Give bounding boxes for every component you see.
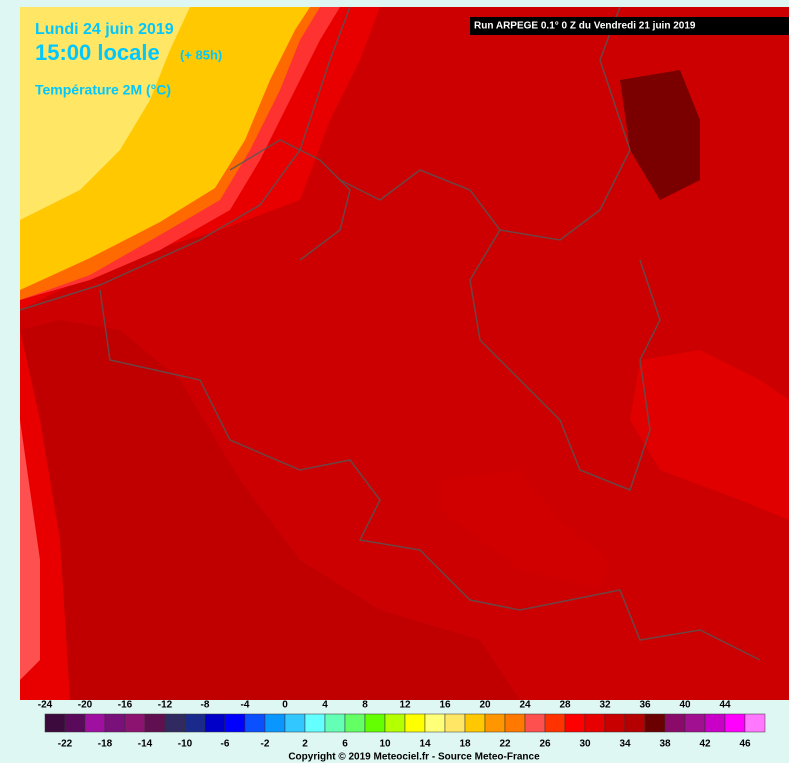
legend-swatch [384,713,406,733]
legend-label: 42 [699,739,711,750]
legend-label: -16 [118,700,133,711]
legend-label: 14 [419,739,431,750]
legend-swatch [604,713,626,733]
legend-label: 2 [302,739,308,750]
legend-swatch [44,713,66,733]
zone-pink-left [20,420,40,680]
legend-swatch [504,713,526,733]
variable: Température 2M (°C) [35,82,171,98]
legend-label: -6 [221,739,230,750]
legend-swatch [224,713,246,733]
legend-label: -8 [201,700,210,711]
legend-swatch [344,713,366,733]
legend-label: 10 [379,739,391,750]
legend-swatch [664,713,686,733]
legend-swatch [584,713,606,733]
time: 15:00 locale [35,40,160,65]
legend-label: 4 [322,700,328,711]
legend-swatch [104,713,126,733]
legend-swatch [84,713,106,733]
legend-label: 28 [559,700,571,711]
legend-swatch [444,713,466,733]
legend-swatch [424,713,446,733]
legend-swatch [64,713,86,733]
legend-label: 34 [619,739,631,750]
legend-swatch [464,713,486,733]
legend-label: -20 [78,700,93,711]
map [19,6,789,700]
zone-light-yellow [20,7,190,220]
coastline [19,6,351,311]
legend-swatch [244,713,266,733]
legend: -24-22-20-18-16-14-12-10-8-6-4-202468101… [38,700,766,750]
legend-swatch [644,713,666,733]
border [99,289,761,661]
legend-swatch [744,713,766,733]
legend-swatch [324,713,346,733]
legend-swatch [684,713,706,733]
legend-label: -14 [138,739,153,750]
legend-label: 0 [282,700,288,711]
legend-swatch [524,713,546,733]
legend-swatch [364,713,386,733]
date: Lundi 24 juin 2019 [35,21,174,38]
legend-label: -18 [98,739,113,750]
legend-label: 44 [719,700,731,711]
legend-swatch [184,713,206,733]
legend-swatch [724,713,746,733]
legend-label: 26 [539,739,551,750]
legend-swatch [124,713,146,733]
run: Run ARPEGE 0.1° 0 Z du Vendredi 21 juin … [474,21,696,32]
zone-red-south [440,470,610,590]
legend-swatch [304,713,326,733]
border [469,229,661,491]
legend-label: 8 [362,700,368,711]
zone-red-east [630,350,789,520]
legend-label: 12 [399,700,411,711]
legend-label: -12 [158,700,173,711]
legend-label: 6 [342,739,348,750]
legend-swatch [624,713,646,733]
legend-label: -22 [58,739,73,750]
legend-label: 30 [579,739,591,750]
legend-label: -24 [38,700,53,711]
legend-swatch [704,713,726,733]
copyright: Copyright © 2019 Meteociel.fr - Source M… [288,752,540,763]
legend-label: 40 [679,700,691,711]
legend-label: 32 [599,700,611,711]
zone-dark [620,70,700,200]
border [339,6,631,241]
legend-swatch [284,713,306,733]
legend-swatch [264,713,286,733]
lead: (+ 85h) [180,47,222,62]
legend-label: 36 [639,700,651,711]
legend-swatch [204,713,226,733]
legend-label: 46 [739,739,751,750]
legend-label: 24 [519,700,531,711]
legend-label: 22 [499,739,511,750]
run-box [470,17,789,35]
legend-swatch [404,713,426,733]
legend-swatch [164,713,186,733]
legend-label: 20 [479,700,491,711]
legend-swatch [144,713,166,733]
legend-label: 18 [459,739,471,750]
legend-label: -4 [241,700,250,711]
legend-swatch [564,713,586,733]
legend-swatch [484,713,506,733]
legend-label: 38 [659,739,671,750]
border [229,139,351,261]
legend-label: -2 [261,739,270,750]
legend-swatch [544,713,566,733]
legend-label: 16 [439,700,451,711]
legend-label: -10 [178,739,193,750]
